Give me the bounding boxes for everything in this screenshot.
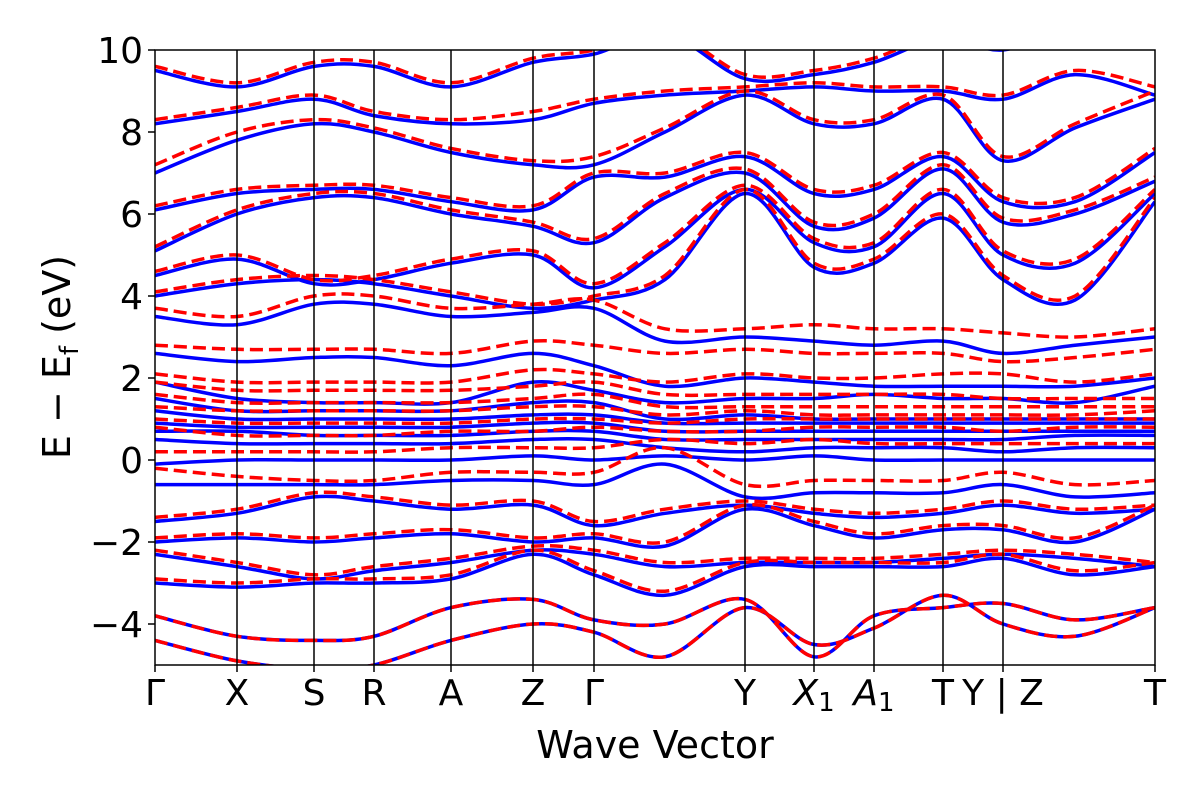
y-tick-label: −4 xyxy=(90,605,143,646)
dashed-band-line xyxy=(155,68,1155,122)
x-tick-label: A1 xyxy=(851,673,894,718)
y-axis-title: E − Ef (eV) xyxy=(35,255,85,459)
y-axis-title-tail: (eV) xyxy=(35,255,79,346)
solid-band-line xyxy=(155,187,1155,290)
solid-band-line xyxy=(155,428,1155,442)
y-tick-label: 2 xyxy=(120,359,143,400)
dashed-band-line xyxy=(155,292,1155,339)
dashed-band-line xyxy=(155,502,1155,545)
solid-band-line xyxy=(155,167,1155,253)
y-axis-title-subscript: f xyxy=(55,345,85,355)
solid-band-line xyxy=(155,396,1155,422)
y-tick-label: 8 xyxy=(120,113,143,154)
y-axis-ticks: 10 8 6 4 2 0 −2 −4 xyxy=(90,31,155,646)
bands-layer xyxy=(155,50,1155,665)
x-tick-label: Z xyxy=(521,673,546,714)
dashed-band-line xyxy=(155,445,1155,489)
solid-band-line xyxy=(155,454,1155,466)
solid-band-line xyxy=(155,552,1155,598)
x-tick-label: T xyxy=(1143,673,1167,714)
x-tick-label: Γ xyxy=(584,673,604,714)
high-symmetry-lines xyxy=(236,50,1004,665)
x-tick-label: Y | Z xyxy=(961,673,1044,714)
dashed-band-line xyxy=(155,544,1155,577)
x-tick-label: T xyxy=(931,673,955,714)
x-tick-label: X1 xyxy=(791,673,834,718)
x-tick-label: A xyxy=(439,673,464,714)
dashed-band-line xyxy=(155,367,1155,385)
x-tick-label: Γ xyxy=(145,673,165,714)
dashed-band-line xyxy=(155,596,1155,659)
y-tick-label: 6 xyxy=(120,195,143,236)
solid-band-line xyxy=(155,462,1155,501)
dashed-band-line xyxy=(155,187,1155,306)
solid-band-line xyxy=(155,300,1155,356)
y-tick-label: 0 xyxy=(120,441,143,482)
dashed-band-line xyxy=(155,490,1155,524)
dashed-band-line xyxy=(155,548,1155,593)
plot-frame xyxy=(154,49,1156,666)
dashed-band-line xyxy=(155,50,900,85)
series-dashed xyxy=(155,50,1155,665)
solid-band-line xyxy=(155,50,1013,89)
dashed-band-line xyxy=(155,183,1155,286)
y-tick-label: 4 xyxy=(120,277,143,318)
dashed-band-line xyxy=(155,593,1155,665)
solid-band-line xyxy=(155,420,1155,434)
x-tick-label: R xyxy=(361,673,386,714)
dashed-band-line xyxy=(155,146,1155,209)
solid-band-line xyxy=(155,351,1155,389)
dashed-band-line xyxy=(155,163,1155,249)
solid-band-line xyxy=(155,506,1155,549)
dashed-band-line xyxy=(155,89,1155,167)
x-tick-label: X xyxy=(225,673,250,714)
solid-band-line xyxy=(155,151,1155,213)
solid-band-line xyxy=(155,72,1155,126)
solid-band-line xyxy=(155,409,1155,426)
x-tick-label: Y xyxy=(733,673,757,714)
solid-band-line xyxy=(155,93,1155,175)
y-tick-label: −2 xyxy=(90,523,143,564)
solid-band-line xyxy=(155,596,1155,659)
x-axis-title: Wave Vector xyxy=(536,723,774,767)
y-axis-title-lead: E − E xyxy=(35,355,79,459)
y-tick-label: 10 xyxy=(97,31,143,72)
x-tick-label: S xyxy=(303,673,326,714)
solid-band-line xyxy=(155,494,1155,528)
